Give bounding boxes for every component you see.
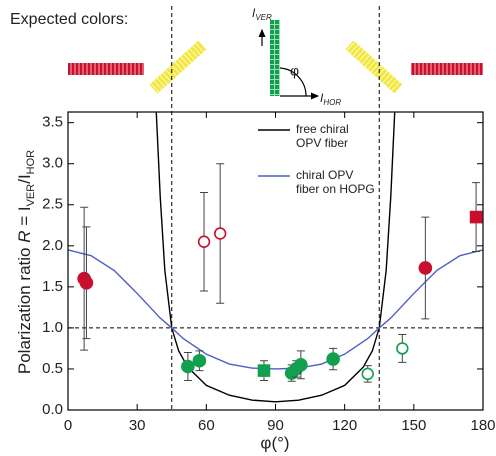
y-tick-label: 0.5	[42, 360, 63, 377]
y-tick-label: 3.0	[42, 155, 63, 172]
i-ver-i: I	[252, 6, 256, 20]
y-tick-label: 2.5	[42, 196, 63, 213]
y-label-part: HOR	[25, 150, 37, 175]
i-ver-sub: VER	[255, 13, 272, 22]
i-hor-i: I	[320, 91, 324, 105]
y-tick-label: 2.0	[42, 237, 63, 254]
red-bar-left	[68, 63, 144, 75]
y-tick-label: 1.5	[42, 278, 63, 295]
x-axis-label: φ(°)	[260, 433, 289, 452]
i-ver-label: IVER	[252, 6, 272, 22]
x-tick-label: 0	[64, 417, 72, 434]
legend-label: free chiral OPV fiber	[296, 122, 349, 150]
y-label-part: R	[15, 231, 34, 243]
x-tick-label: 180	[470, 417, 495, 434]
x-tick-label: 30	[129, 417, 146, 434]
angle-label: φ	[290, 63, 299, 79]
y-label-part: VER	[25, 184, 37, 207]
y-label-part: = I	[15, 206, 34, 230]
x-tick-label: 60	[198, 417, 215, 434]
red-bar-right	[411, 63, 483, 75]
plot-area	[68, 112, 483, 403]
y-axis-label: Polarization ratio R = IVER/IHOR	[15, 150, 36, 374]
marker	[469, 210, 483, 224]
y-label-part: /I	[15, 174, 34, 183]
marker	[192, 353, 207, 368]
marker	[257, 364, 271, 377]
i-hor-sub: HOR	[323, 98, 341, 107]
green-fiber	[270, 20, 280, 96]
yellow-bar-right	[345, 40, 403, 94]
legend-label: chiral OPV fiber on HOPG	[296, 168, 375, 196]
marker	[361, 367, 374, 381]
marker	[396, 342, 409, 355]
i-hor-label: IHOR	[320, 91, 341, 107]
marker	[79, 275, 94, 290]
expected-colors: Expected colors:	[10, 11, 128, 28]
marker	[197, 235, 211, 248]
marker	[326, 352, 340, 366]
marker	[418, 261, 433, 275]
yellow-bar-left	[149, 40, 207, 94]
marker	[181, 359, 195, 374]
x-tick-label: 90	[267, 417, 284, 434]
y-tick-label: 0.0	[42, 401, 63, 418]
y-tick-label: 1.0	[42, 319, 63, 336]
angle-arc	[279, 67, 307, 97]
plot-frame	[67, 111, 484, 411]
marker	[213, 227, 227, 240]
y-tick-label: 3.5	[42, 114, 63, 131]
marker	[294, 358, 308, 372]
curve	[155, 112, 396, 403]
curve	[68, 249, 483, 370]
x-tick-label: 120	[332, 417, 357, 434]
x-tick-label: 150	[401, 417, 426, 434]
y-label-part: Polarization ratio	[15, 243, 34, 374]
